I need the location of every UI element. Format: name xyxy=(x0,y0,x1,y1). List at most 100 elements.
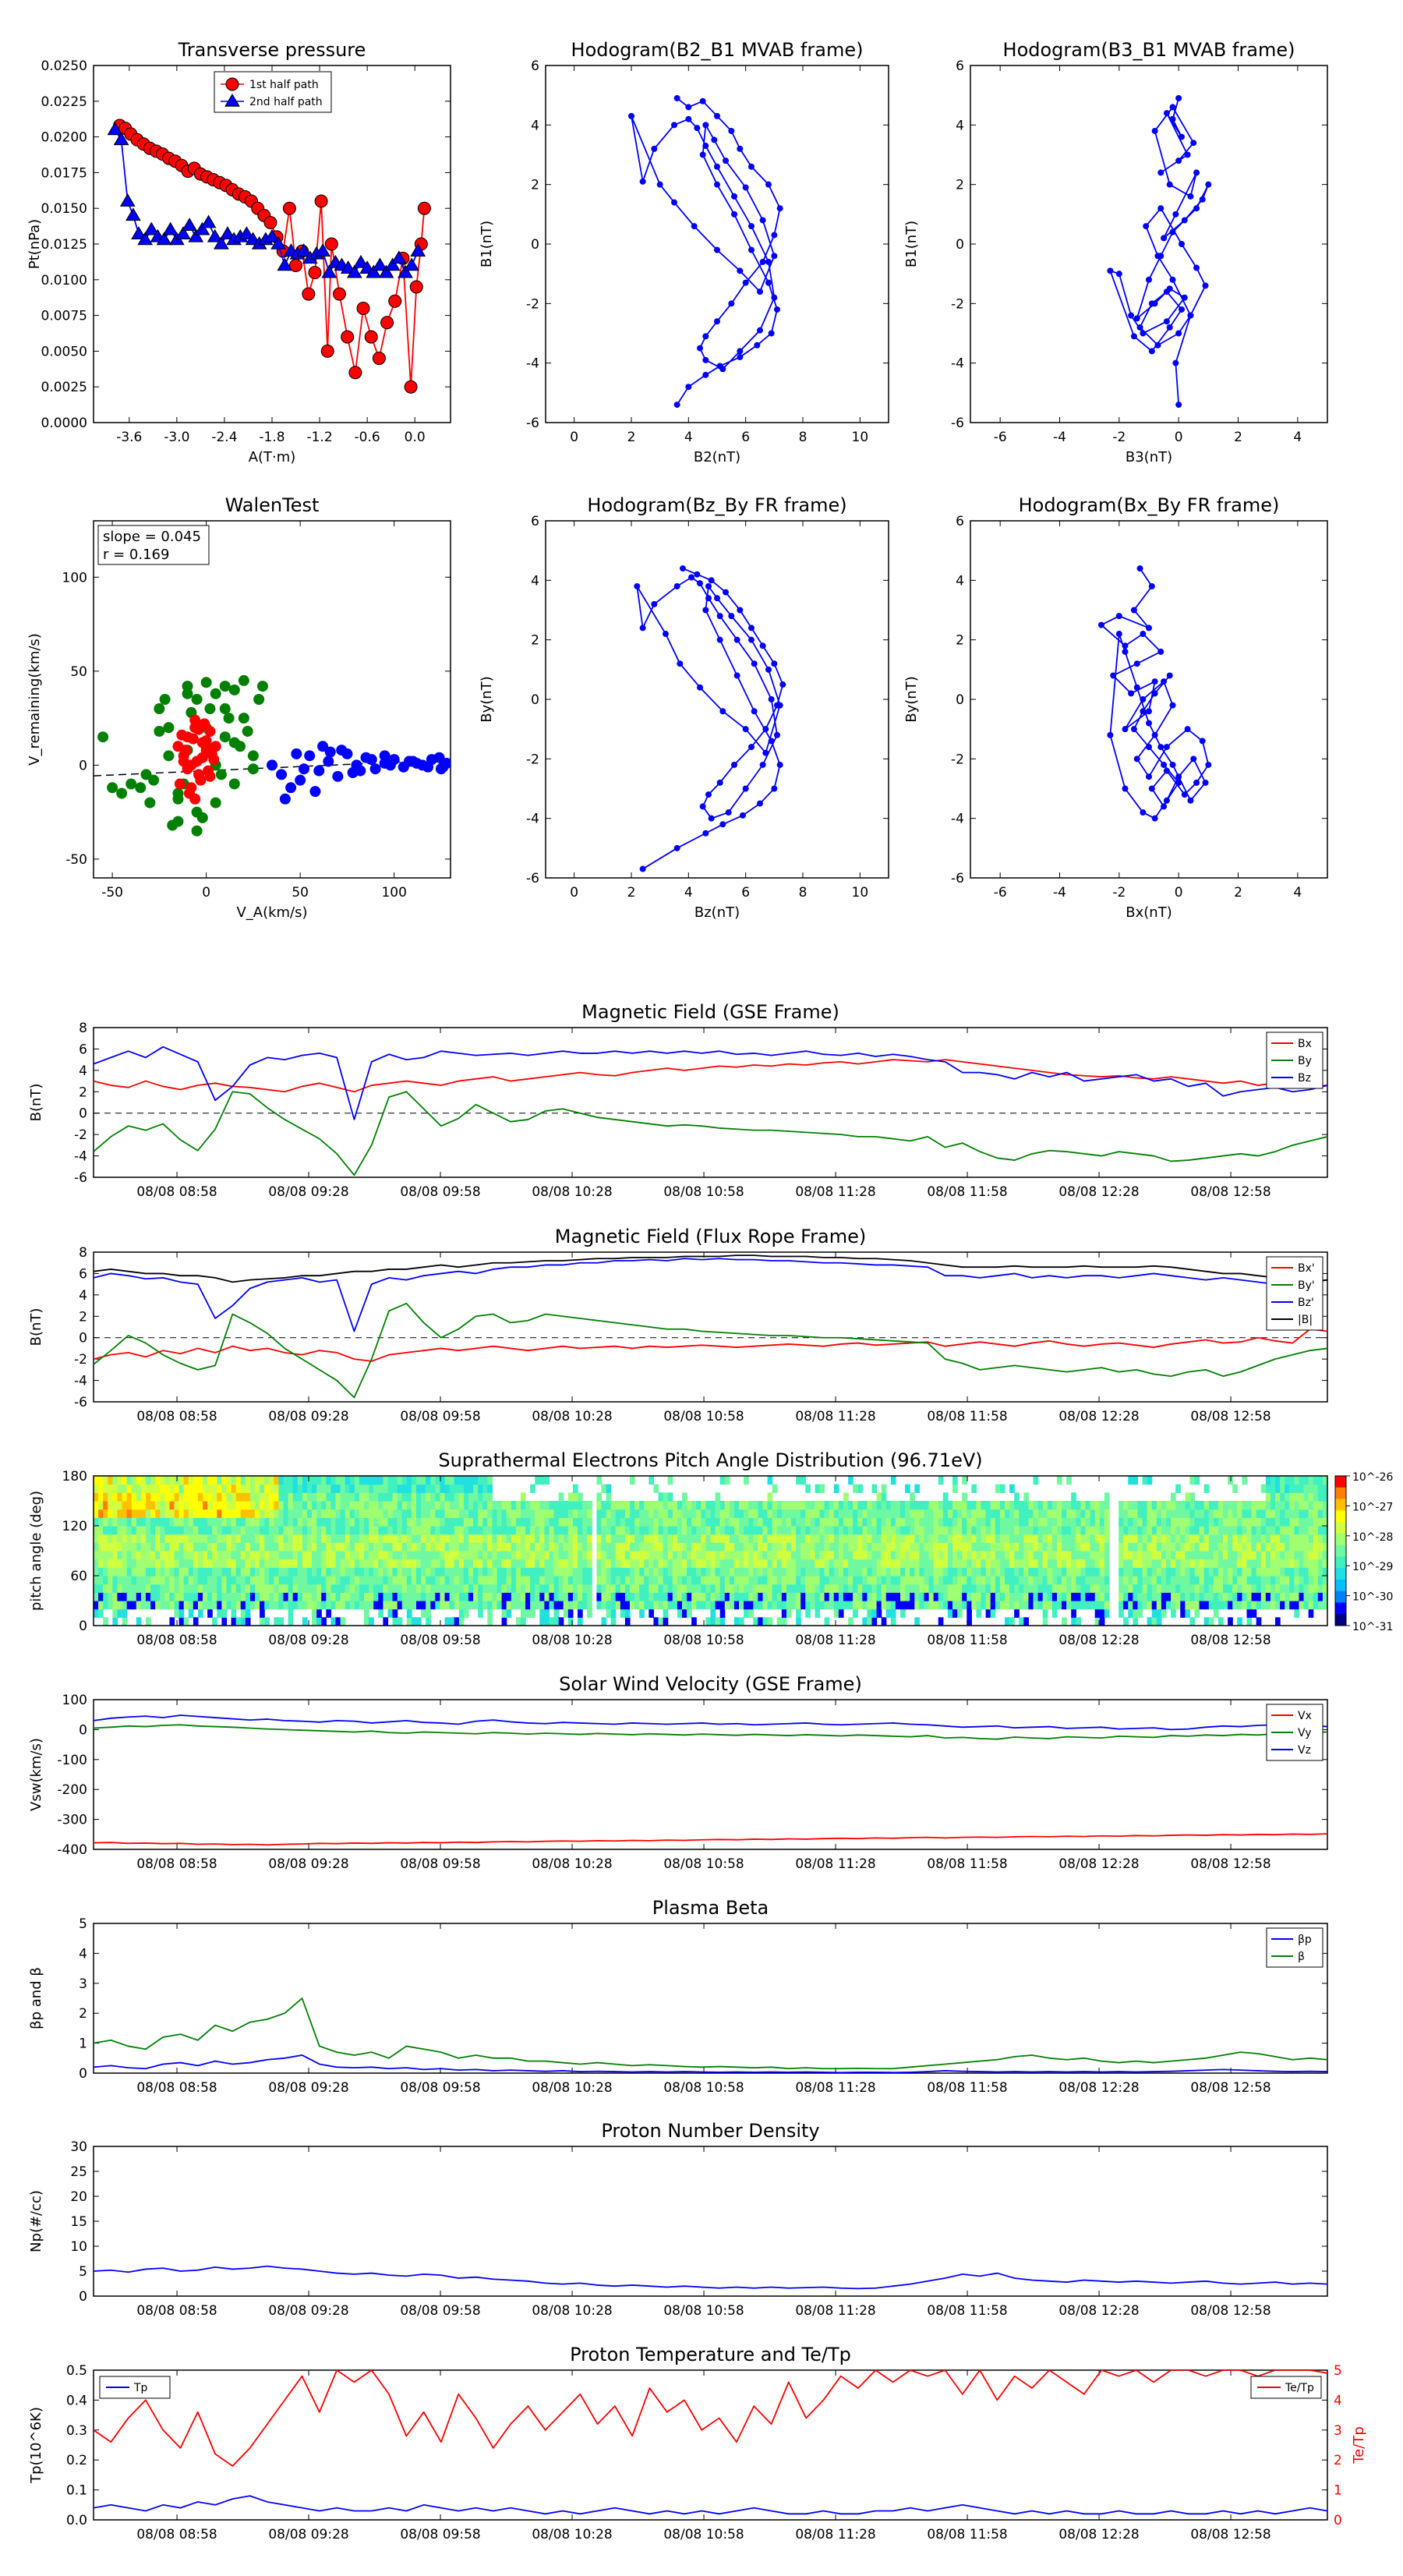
heatmap-cell xyxy=(122,1501,128,1509)
heatmap-cell xyxy=(326,1492,331,1501)
heatmap-cell xyxy=(663,1609,669,1618)
heatmap-cell xyxy=(1209,1559,1214,1568)
y-axis-label: V_remaining(km/s) xyxy=(27,633,43,766)
heatmap-cell xyxy=(1023,1526,1029,1534)
heatmap-cell xyxy=(1038,1509,1044,1518)
heatmap-cell xyxy=(450,1501,455,1509)
heatmap-cell xyxy=(772,1576,778,1584)
heatmap-cell xyxy=(952,1526,958,1534)
heatmap-cell xyxy=(132,1534,137,1543)
data-point xyxy=(336,745,347,755)
heatmap-cell xyxy=(1218,1534,1224,1543)
heatmap-cell xyxy=(1090,1584,1096,1593)
heatmap-cell xyxy=(393,1492,398,1501)
y-axis-label: βp and β xyxy=(28,1967,44,2029)
heatmap-cell xyxy=(184,1601,189,1609)
heatmap-cell xyxy=(1313,1517,1319,1526)
x-tick-label: 08/08 09:28 xyxy=(268,2080,348,2096)
y-tick-label: 2 xyxy=(79,2006,87,2022)
heatmap-cell xyxy=(938,1542,944,1551)
heatmap-cell xyxy=(293,1476,299,1484)
heatmap-cell xyxy=(193,1559,199,1568)
heatmap-cell xyxy=(1242,1584,1247,1593)
heatmap-cell xyxy=(350,1551,355,1559)
heatmap-cell xyxy=(1313,1559,1319,1568)
heatmap-cell xyxy=(720,1609,726,1618)
heatmap-cell xyxy=(387,1584,393,1593)
heatmap-cell xyxy=(943,1592,949,1601)
x-tick-label: 08/08 11:28 xyxy=(795,2303,875,2319)
heatmap-cell xyxy=(786,1517,792,1526)
heatmap-cell xyxy=(1246,1542,1252,1551)
chart-title: Hodogram(B2_B1 MVAB frame) xyxy=(571,39,864,61)
heatmap-cell xyxy=(559,1542,564,1551)
heatmap-cell xyxy=(1009,1592,1015,1601)
heatmap-cell xyxy=(582,1584,588,1593)
heatmap-cell xyxy=(957,1567,963,1576)
data-point xyxy=(731,193,737,200)
heatmap-cell xyxy=(1090,1517,1096,1526)
heatmap-cell xyxy=(150,1592,156,1601)
heatmap-cell xyxy=(127,1551,133,1559)
heatmap-cell xyxy=(98,1584,104,1593)
heatmap-cell xyxy=(929,1526,935,1534)
data-point xyxy=(1140,631,1146,637)
heatmap-cell xyxy=(1052,1501,1058,1509)
heatmap-cell xyxy=(511,1584,517,1593)
heatmap-cell xyxy=(255,1526,260,1534)
heatmap-cell xyxy=(1028,1567,1034,1576)
heatmap-cell xyxy=(108,1501,113,1509)
heatmap-cell xyxy=(193,1534,199,1543)
heatmap-cell xyxy=(578,1592,583,1601)
heatmap-cell xyxy=(1095,1526,1101,1534)
data-point xyxy=(248,750,259,761)
heatmap-cell xyxy=(1085,1526,1090,1534)
heatmap-cell xyxy=(164,1492,170,1501)
heatmap-cell xyxy=(853,1526,858,1534)
heatmap-cell xyxy=(426,1609,431,1618)
heatmap-cell xyxy=(511,1501,517,1509)
heatmap-cell xyxy=(659,1501,664,1509)
heatmap-cell xyxy=(682,1559,687,1568)
heatmap-cell xyxy=(122,1492,128,1501)
heatmap-cell xyxy=(862,1567,868,1576)
heatmap-cell xyxy=(330,1576,336,1584)
heatmap-cell xyxy=(212,1542,217,1551)
heatmap-cell xyxy=(943,1559,949,1568)
heatmap-cell xyxy=(350,1542,355,1551)
heatmap-cell xyxy=(179,1542,185,1551)
data-point xyxy=(1161,803,1167,809)
heatmap-cell xyxy=(1019,1534,1024,1543)
heatmap-cell xyxy=(387,1484,393,1493)
y-tick-label: -2 xyxy=(951,296,964,312)
heatmap-cell xyxy=(445,1501,451,1509)
heatmap-cell xyxy=(848,1601,853,1609)
x-tick-label: 08/08 12:28 xyxy=(1058,1184,1139,1200)
heatmap-cell xyxy=(1080,1559,1086,1568)
heatmap-cell xyxy=(1218,1601,1224,1609)
heatmap-cell xyxy=(630,1501,635,1509)
heatmap-cell xyxy=(1256,1517,1262,1526)
heatmap-cell xyxy=(839,1584,844,1593)
data-point xyxy=(762,750,769,756)
heatmap-cell xyxy=(843,1567,849,1576)
heatmap-cell xyxy=(539,1517,545,1526)
heatmap-cell xyxy=(521,1584,526,1593)
heatmap-cell xyxy=(853,1576,858,1584)
heatmap-cell xyxy=(132,1551,137,1559)
heatmap-cell xyxy=(573,1559,578,1568)
heatmap-cell xyxy=(468,1584,474,1593)
heatmap-cell xyxy=(634,1509,640,1518)
heatmap-cell xyxy=(231,1617,237,1626)
heatmap-cell xyxy=(820,1559,825,1568)
heatmap-cell xyxy=(1137,1501,1143,1509)
data-point xyxy=(1122,649,1128,655)
data-point xyxy=(154,703,164,714)
heatmap-cell xyxy=(184,1592,189,1601)
heatmap-cell xyxy=(578,1551,583,1559)
heatmap-cell xyxy=(355,1551,360,1559)
heatmap-cell xyxy=(872,1609,878,1618)
data-point xyxy=(737,354,743,360)
heatmap-cell xyxy=(316,1592,322,1601)
heatmap-cell xyxy=(269,1559,274,1568)
